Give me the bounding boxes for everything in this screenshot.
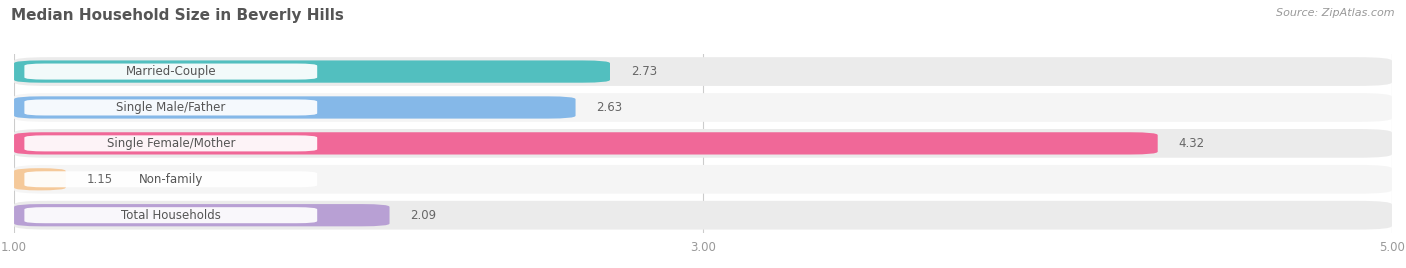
Text: 2.73: 2.73 <box>631 65 657 78</box>
FancyBboxPatch shape <box>14 60 610 83</box>
FancyBboxPatch shape <box>14 204 389 226</box>
FancyBboxPatch shape <box>14 93 1392 122</box>
FancyBboxPatch shape <box>24 171 318 187</box>
Text: 1.15: 1.15 <box>86 173 112 186</box>
FancyBboxPatch shape <box>24 135 318 151</box>
FancyBboxPatch shape <box>14 165 1392 194</box>
Text: Married-Couple: Married-Couple <box>125 65 217 78</box>
Text: Source: ZipAtlas.com: Source: ZipAtlas.com <box>1277 8 1395 18</box>
Text: Non-family: Non-family <box>139 173 202 186</box>
Text: 2.09: 2.09 <box>411 209 436 222</box>
Text: 4.32: 4.32 <box>1178 137 1205 150</box>
FancyBboxPatch shape <box>14 168 66 191</box>
Text: 2.63: 2.63 <box>596 101 623 114</box>
FancyBboxPatch shape <box>24 64 318 80</box>
FancyBboxPatch shape <box>24 99 318 116</box>
Text: Single Male/Father: Single Male/Father <box>117 101 225 114</box>
Text: Single Female/Mother: Single Female/Mother <box>107 137 235 150</box>
FancyBboxPatch shape <box>14 132 1157 155</box>
FancyBboxPatch shape <box>14 129 1392 158</box>
Text: Total Households: Total Households <box>121 209 221 222</box>
FancyBboxPatch shape <box>14 96 575 119</box>
FancyBboxPatch shape <box>14 201 1392 230</box>
FancyBboxPatch shape <box>24 207 318 223</box>
FancyBboxPatch shape <box>14 57 1392 86</box>
Text: Median Household Size in Beverly Hills: Median Household Size in Beverly Hills <box>11 8 344 23</box>
